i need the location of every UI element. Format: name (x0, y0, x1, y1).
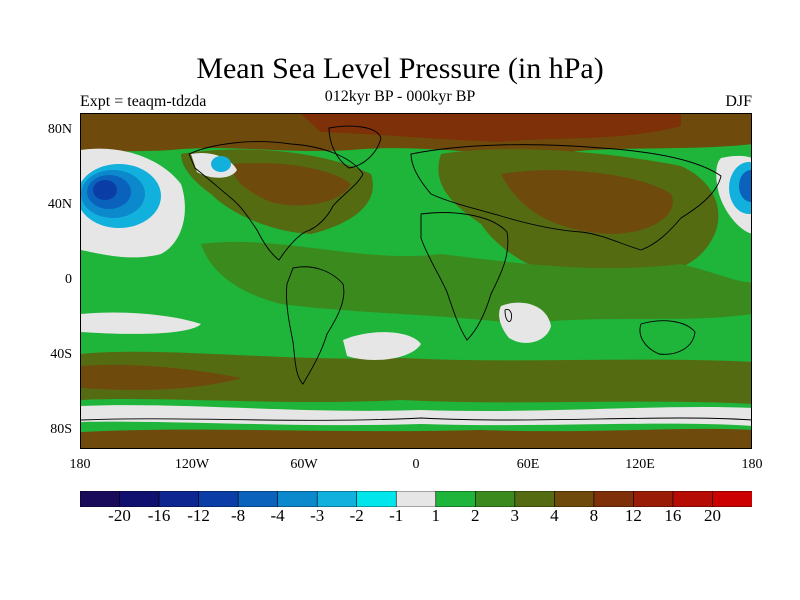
colorbar-label: -4 (270, 506, 285, 525)
indian-ocean-light-region (499, 302, 551, 343)
lon-label: 180 (741, 457, 763, 472)
lat-label: 80S (50, 422, 72, 437)
colorbar-label: -2 (349, 506, 364, 525)
colorbar-label: 1 (431, 506, 441, 525)
colorbar-label: 8 (589, 506, 599, 525)
lon-label: 60E (516, 457, 540, 472)
colorbar-swatch (474, 491, 516, 507)
colorbar-swatch (514, 491, 555, 507)
colorbar-label: -16 (147, 506, 171, 525)
antarctic-positive-band (81, 428, 751, 448)
experiment-label: Expt = teaqm-tdzda (80, 93, 207, 110)
east-pacific-anomaly-inner (739, 170, 751, 202)
lat-label: 40S (50, 347, 72, 362)
colorbar-swatch (593, 491, 635, 507)
map-panel (80, 113, 752, 449)
lon-label: 180 (69, 457, 91, 472)
colorbar-label: 2 (471, 506, 480, 525)
pressure-map (81, 114, 751, 448)
colorbar-label: -3 (310, 506, 325, 525)
north-pacific-anomaly-core (93, 180, 117, 200)
lat-label: 0 (65, 272, 72, 287)
lon-label: 120W (174, 457, 210, 472)
colorbar-label: -12 (187, 506, 210, 525)
africa-coast (420, 212, 509, 341)
colorbar-label: 3 (510, 506, 520, 525)
eurasia-core-region (501, 170, 673, 234)
north-america-core-region (231, 162, 351, 206)
lat-label: 80N (47, 122, 72, 137)
colorbar-swatch (119, 491, 160, 507)
southern-ocean-core-band (81, 364, 241, 390)
colorbar-label: -20 (108, 506, 131, 525)
colorbar (80, 491, 752, 507)
southern-ocean-positive-band (81, 351, 751, 404)
eurasia-coast (410, 144, 722, 251)
colorbar-label: -1 (389, 506, 404, 525)
season-label: DJF (725, 93, 752, 110)
north-america-coast (188, 141, 364, 261)
colorbar-swatch (554, 491, 595, 507)
arctic-max-region (301, 114, 681, 142)
colorbar-swatch (80, 491, 121, 507)
colorbar-swatch (395, 491, 437, 507)
colorbar-swatch (316, 491, 358, 507)
south-pacific-light-region (81, 312, 201, 334)
lon-label: 120E (625, 457, 655, 472)
colorbar-label: 4 (550, 506, 559, 525)
lat-label: 40N (47, 197, 72, 212)
coastlines (81, 125, 751, 421)
colorbar-swatch (277, 491, 318, 507)
colorbar-label: 12 (624, 506, 642, 525)
colorbar-swatch (435, 491, 476, 507)
colorbar-swatch (198, 491, 239, 507)
south-america-coast (286, 266, 345, 385)
colorbar-label: 20 (704, 506, 721, 525)
colorbar-label: -8 (231, 506, 246, 525)
australia-coast (639, 320, 696, 355)
antarctica-coast (81, 417, 751, 421)
hudson-anomaly (211, 156, 231, 172)
colorbar-swatch (633, 491, 674, 507)
colorbar-swatch (158, 491, 200, 507)
chart-title: Mean Sea Level Pressure (in hPa) (196, 52, 604, 85)
colorbar-swatch (237, 491, 279, 507)
south-atlantic-light-region (343, 332, 421, 360)
greenland-coast (328, 125, 382, 169)
colorbar-label: 16 (664, 506, 682, 525)
lon-label: 60W (290, 457, 318, 472)
colorbar-swatch (672, 491, 714, 507)
tropical-positive-band (201, 241, 751, 324)
madagascar-coast (504, 309, 512, 322)
antarctic-light-band (81, 405, 751, 426)
colorbar-swatch (712, 491, 752, 507)
chart-subtitle: 012kyr BP - 000kyr BP (324, 88, 476, 105)
colorbar-swatch (356, 491, 397, 507)
lon-label: 0 (412, 457, 420, 472)
